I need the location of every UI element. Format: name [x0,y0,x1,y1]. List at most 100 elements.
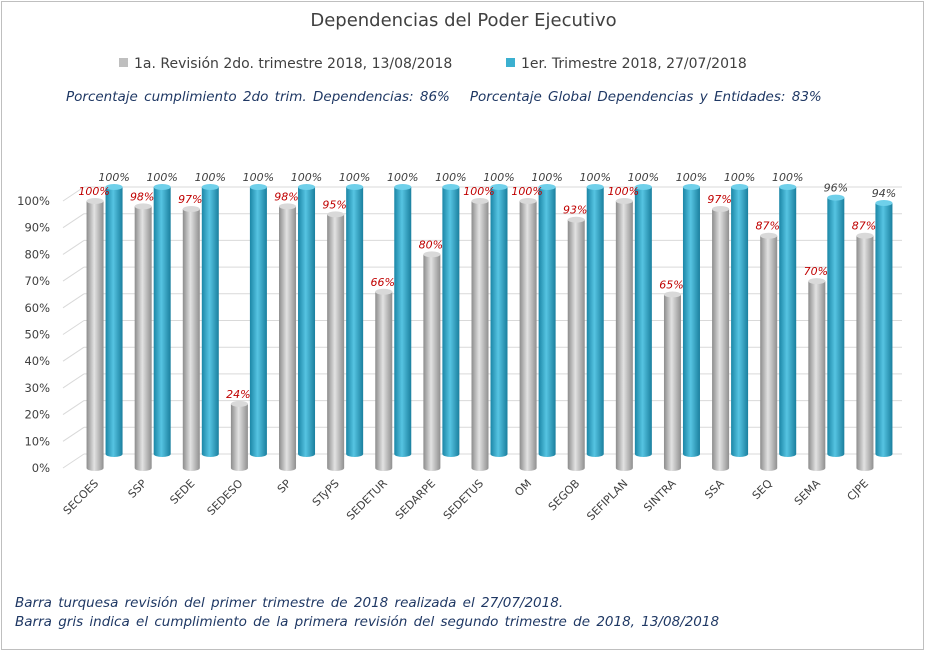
subtitle-global: Porcentaje Global Dependencias y Entidad… [469,89,822,105]
bar-gray [519,201,537,471]
gridline-depth [62,320,85,335]
x-tick-label: SECOES [61,477,101,517]
data-label-gray: 65% [659,278,683,291]
bar-turquoise [249,187,267,458]
x-tick-label: SEGOB [546,477,583,514]
bar-gray-top [230,400,248,407]
bar-turquoise [298,187,316,458]
data-label-gray: 97% [707,193,731,206]
bar-turquoise-top [298,184,316,190]
bar-gray [375,291,393,471]
bar-turquoise [442,187,460,458]
bar-turquoise-top [875,200,893,207]
x-tick-label: SEDETUR [344,477,390,523]
y-tick-label: 10% [24,434,50,448]
bar-turquoise [779,187,797,458]
data-label-turquoise: 100% [98,171,129,184]
data-label-gray: 66% [371,276,395,289]
bar-gray-top [423,251,441,258]
data-label-gray: 93% [563,204,587,217]
bar-gray-top [808,278,826,285]
y-tick-label: 70% [24,274,50,288]
bar-turquoise [731,187,749,458]
bar-gray [327,214,345,471]
x-tick-label: STyPS [310,477,342,509]
bar-gray [182,209,200,471]
bar-gray-top [86,198,104,204]
bar-turquoise-top [153,184,171,190]
gridline-depth [62,186,85,202]
legend-label-gray: 1a. Revisión 2do. trimestre 2018, 13/08/… [134,56,453,72]
gridline-depth [62,453,85,469]
data-label-turquoise: 100% [483,171,514,184]
x-tick-label: SEDESO [205,477,246,518]
bar-turquoise-top [394,184,412,190]
bar-gray [567,219,585,471]
bar-gray [423,254,441,471]
y-tick-label: 50% [24,328,50,342]
x-tick-label: SSA [702,477,727,502]
y-tick-label: 60% [24,301,50,315]
bar-gray-top [279,203,297,210]
data-label-gray: 100% [511,185,542,198]
data-label-gray: 70% [804,265,828,278]
bar-turquoise-top [249,184,267,190]
subtitle-dependencias: Porcentaje cumplimiento 2do trim. Depend… [66,89,450,105]
data-label-gray: 80% [419,238,443,251]
bar-gray-top [519,198,537,204]
bar-turquoise [634,187,652,458]
bar-turquoise-top [442,184,460,190]
data-label-turquoise: 100% [195,171,226,184]
bar-gray [760,235,778,471]
bar-gray-top [471,198,489,204]
data-label-turquoise: 100% [435,171,466,184]
chart-title: Dependencias del Poder Ejecutivo [310,10,617,31]
gridline-depth [62,400,85,416]
data-label-gray: 100% [463,185,494,198]
data-label-gray: 87% [755,220,779,233]
x-tick-label: SINTRA [641,477,679,515]
data-label-gray: 100% [78,185,109,198]
data-label-turquoise: 100% [772,171,803,184]
bar-turquoise [827,197,845,458]
bar-turquoise [586,187,604,458]
bar-turquoise-top [105,184,123,190]
bar-gray-top [856,232,874,239]
bar-gray-top [134,203,152,210]
gridline-depth [62,373,85,389]
bar-gray-top [712,206,730,213]
data-label-turquoise: 100% [243,171,274,184]
bar-turquoise [394,187,412,458]
data-label-turquoise: 100% [339,171,370,184]
bar-turquoise [538,187,556,457]
x-tick-label: SEMA [792,477,823,508]
note-gray: Barra gris indica el cumplimiento de la … [15,614,720,630]
bar-turquoise-top [490,184,508,190]
bar-gray [856,235,874,471]
x-tick-label: CJPE [845,477,872,504]
data-label-turquoise: 100% [724,171,755,184]
data-label-turquoise: 100% [676,171,707,184]
note-turquoise: Barra turquesa revisión del primer trime… [15,595,564,611]
bar-gray [712,209,730,471]
y-tick-label: 20% [24,408,50,422]
data-label-gray: 100% [608,185,639,198]
bar-gray [615,201,633,471]
data-label-turquoise: 94% [872,187,896,200]
bar-turquoise-top [586,184,604,190]
data-label-gray: 87% [852,220,876,233]
data-label-turquoise: 100% [387,171,418,184]
x-tick-label: SSP [126,477,150,501]
gridline-depth [62,293,85,309]
data-label-gray: 98% [130,190,154,203]
data-label-turquoise: 100% [531,171,562,184]
y-tick-label: 30% [24,381,50,395]
x-tick-label: SEFIPLAN [584,477,630,523]
data-label-turquoise: 100% [580,171,611,184]
x-tick-label: SEDARPE [393,477,438,522]
bar-turquoise-top [682,184,700,190]
bar-gray [134,206,152,471]
x-tick-label: SEQ [750,477,775,502]
